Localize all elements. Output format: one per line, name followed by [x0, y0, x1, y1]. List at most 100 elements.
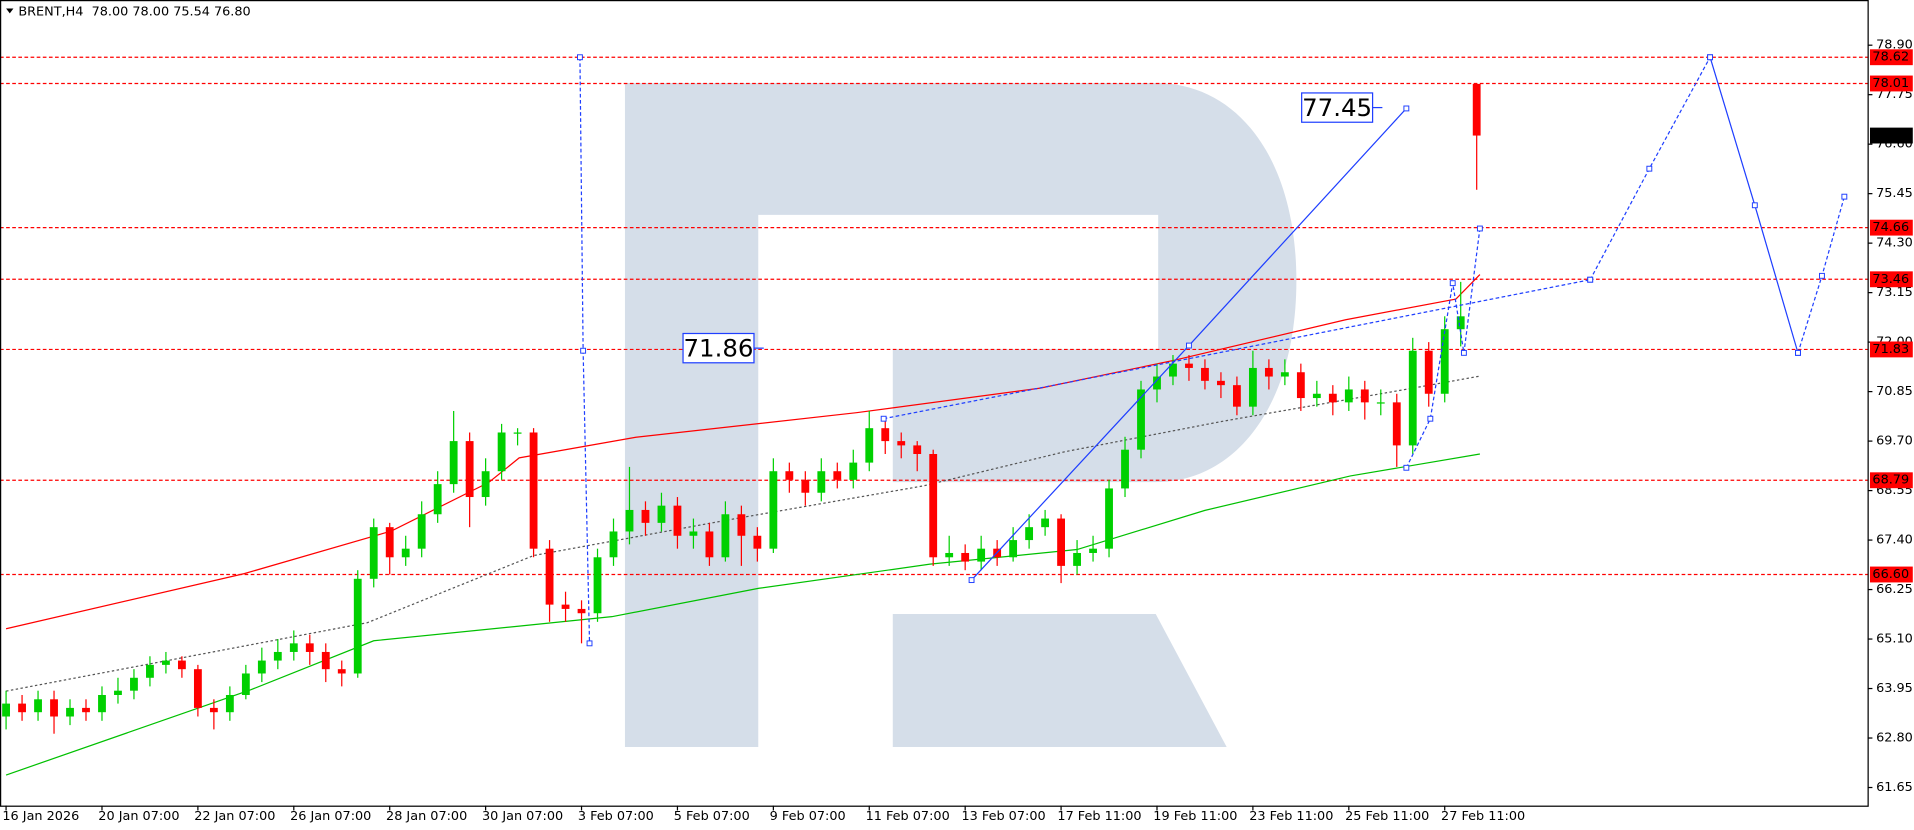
candle-body: [321, 651, 330, 670]
candle-body: [1073, 552, 1081, 566]
level-label-box: [1869, 341, 1913, 358]
candle-body: [50, 699, 58, 717]
candle-body: [913, 445, 922, 455]
overlay-line: [5, 274, 1481, 630]
candle-body: [897, 441, 906, 446]
candle-body: [225, 694, 234, 713]
level-label: 73.46: [1872, 272, 1909, 287]
level-label: 71.83: [1872, 342, 1909, 357]
candle-body: [1121, 449, 1129, 489]
overlay-line: [5, 375, 1481, 692]
x-tick-label: 19 Feb 11:00: [1153, 809, 1237, 824]
drawing-node: [1427, 415, 1434, 422]
candle-body: [529, 432, 538, 549]
level-label-box: [1869, 49, 1913, 66]
level-label: 78.01: [1872, 76, 1909, 91]
drawing-node: [1795, 349, 1801, 356]
drawing-node: [580, 347, 587, 354]
drawing-node: [577, 54, 583, 61]
candle-body: [66, 707, 74, 717]
candle-body: [817, 471, 826, 493]
y-tick-label: 75.45: [1876, 186, 1913, 201]
candle-body: [1440, 329, 1449, 394]
annotation-box: [682, 332, 755, 364]
candle-body: [881, 428, 890, 442]
x-tick-label: 13 Feb 07:00: [962, 809, 1046, 824]
x-tick-label: 9 Feb 07:00: [770, 809, 846, 824]
drawing-node: [1403, 464, 1410, 471]
drawing-node: [1841, 193, 1848, 200]
candle-body: [1456, 316, 1465, 330]
candle-body: [769, 471, 778, 549]
drawing-node: [880, 415, 887, 422]
candle-body: [1248, 367, 1257, 407]
candle-body: [1217, 380, 1225, 386]
level-label: 66.60: [1872, 567, 1909, 582]
y-tick-label: 66.25: [1876, 582, 1913, 597]
candle-body: [689, 531, 698, 536]
logo-leg: [892, 613, 1227, 747]
drawing-node: [1449, 280, 1456, 287]
x-tick-label: 26 Jan 07:00: [290, 809, 371, 824]
candle-body: [1185, 363, 1193, 368]
levels-layer: [0, 56, 1868, 576]
candle-body: [1169, 363, 1177, 377]
y-tick-label: 74.30: [1876, 236, 1913, 251]
candle-body: [849, 462, 858, 480]
drawing-node: [586, 640, 593, 647]
annotation-box: [1301, 92, 1374, 123]
drawing-node: [1460, 349, 1467, 356]
x-tick-label: 25 Feb 11:00: [1345, 809, 1429, 824]
candle-body: [2, 703, 10, 717]
chart-header: BRENT,H4 78.00 78.00 75.54 76.80: [18, 5, 250, 20]
plot-frame: [0, 0, 1869, 807]
y-tick-label: 78.90: [1876, 38, 1913, 53]
candle-body: [1312, 393, 1321, 399]
candle-body: [737, 514, 746, 536]
candle-body: [1392, 402, 1401, 446]
candle-body: [401, 548, 410, 558]
x-tick-label: 27 Feb 11:00: [1441, 809, 1525, 824]
candle-body: [162, 660, 170, 665]
candle-body: [449, 441, 458, 485]
candle-body: [625, 509, 634, 532]
candle-body: [1296, 372, 1305, 399]
x-tick-label: 23 Feb 11:00: [1249, 809, 1333, 824]
candle-body: [481, 471, 490, 498]
candle-body: [1137, 389, 1145, 450]
y-tick-label: 73.15: [1876, 285, 1913, 300]
candle-body: [273, 651, 282, 661]
candle-body: [513, 432, 522, 434]
candle-body: [193, 669, 202, 708]
candle-body: [497, 432, 506, 472]
level-label-box: [1869, 472, 1913, 489]
candle-body: [1472, 83, 1481, 136]
drawing-node: [968, 577, 975, 584]
candle-body: [801, 479, 810, 493]
candle-body: [705, 531, 714, 558]
x-tick-label: 20 Jan 07:00: [98, 809, 179, 824]
y-tick-label: 63.95: [1876, 681, 1913, 696]
candle-body: [657, 505, 666, 523]
drawing-node: [1707, 54, 1714, 61]
candle-body: [977, 548, 986, 562]
candle-body: [865, 428, 874, 463]
candle-body: [305, 643, 314, 652]
candle-body: [929, 454, 938, 558]
candle-body: [1264, 367, 1273, 377]
level-label: 76.80: [1872, 128, 1909, 143]
candle-body: [209, 707, 218, 713]
drawing-line: [883, 279, 1591, 420]
level-label-box: [1869, 566, 1913, 583]
level-label: 68.79: [1872, 473, 1909, 488]
candle-body: [545, 548, 554, 605]
candle-body: [1041, 518, 1050, 528]
candle-body: [18, 703, 26, 713]
level-label: 78.62: [1872, 50, 1909, 65]
level-label-box: [1869, 271, 1913, 288]
candle-body: [82, 707, 90, 713]
overlays-layer: [5, 274, 1481, 776]
level-label-box: [1869, 127, 1913, 144]
candle-body: [417, 514, 426, 549]
drawing-node: [1751, 202, 1758, 209]
